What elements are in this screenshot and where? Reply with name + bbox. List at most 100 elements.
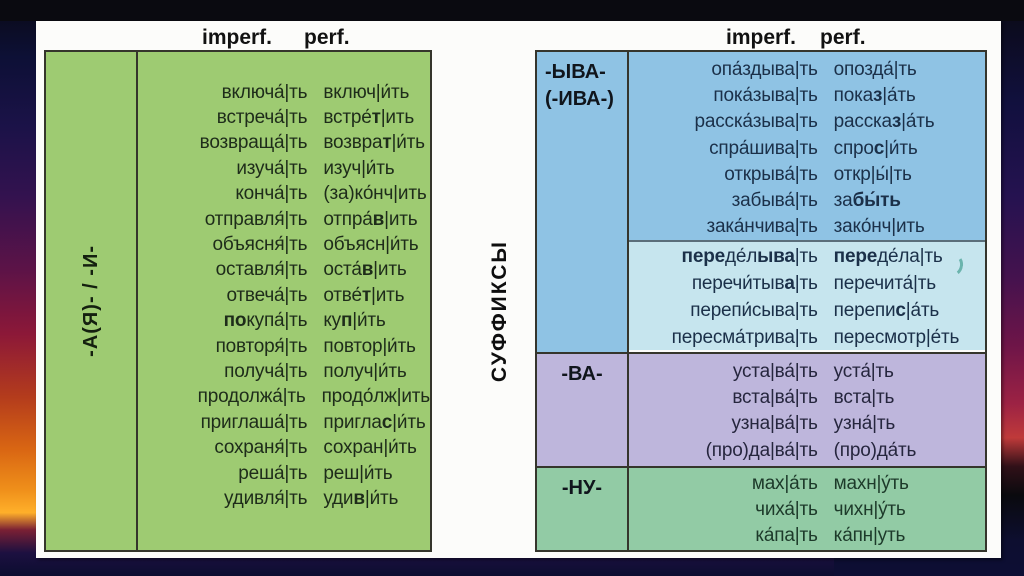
- imperfective-column-header: imperf.: [726, 26, 797, 49]
- verb-group-block: уста|ва́|ть уста́|ть вста|ва́|ть вста|ть узн…: [629, 354, 985, 466]
- perfective-column-header: perf.: [304, 26, 350, 49]
- suffix-label: -ВА-: [537, 354, 629, 466]
- imperfective-form: объясня́|ть: [212, 234, 308, 256]
- verb-pair-row: отвеча́|ть отве́т|ить: [138, 283, 430, 308]
- verb-pair-row: сохраня́|ть сохран|и́ть: [138, 435, 430, 460]
- imperfective-form: спра́шива|ть: [709, 137, 818, 159]
- imperfective-form: переде́лыва|ть: [681, 246, 818, 268]
- imperfective-form: оставля́|ть: [215, 259, 308, 281]
- verb-pair-row: спра́шива|ть спрос|и́ть: [629, 136, 985, 162]
- verb-pair-row: (про)да|ва́|ть (про)да́ть: [629, 438, 985, 464]
- imperfective-form: зака́нчива|ть: [706, 216, 818, 238]
- suffix-label: -ЫВА- (-ИВА-): [537, 52, 629, 352]
- verb-pair-row: отправля́|ть отпра́в|ить: [138, 207, 430, 232]
- verb-pair-row: объясня́|ть объясн|и́ть: [138, 232, 430, 257]
- suffix-label: -НУ-: [537, 468, 629, 550]
- perfective-form: реш|и́ть: [323, 462, 393, 484]
- imperfective-form: пересма́трива|ть: [671, 326, 818, 348]
- perfective-form: пересмотр|е́ть: [833, 326, 960, 348]
- suffix-label-line: -НУ-: [561, 477, 603, 499]
- left-table-headers: imperf. perf.: [202, 26, 350, 50]
- imperfective-form: вста|ва́|ть: [732, 387, 818, 409]
- perfective-form: включ|и́ть: [323, 81, 410, 103]
- imperfective-form: конча́|ть: [235, 183, 308, 205]
- imperfective-form: удивля́|ть: [224, 487, 308, 509]
- verb-pair-list: включа́|ть включ|и́ть встреча́|ть встре́т|и…: [138, 52, 430, 550]
- perfective-form: забы́ть: [833, 190, 901, 212]
- perfective-form: рассказ|а́ть: [833, 111, 935, 133]
- perfective-form: откр|ы́|ть: [833, 163, 912, 185]
- imperfective-form: опа́здыва|ть: [711, 59, 818, 81]
- suffix-label-line: (-ИВА-): [545, 88, 614, 110]
- suffix-label-line: -ВА-: [561, 363, 603, 385]
- suffix-section-va: -ВА-уста|ва́|ть уста́|ть вста|ва́|ть вста|т…: [537, 352, 985, 466]
- suffix-label-cell: -А(Я)- / -И-: [46, 52, 138, 550]
- verb-pair-row: пересма́трива|ть пересмотр|е́ть: [629, 324, 985, 351]
- perfective-form: узна́|ть: [833, 413, 896, 435]
- suffix-label-line: -ЫВА-: [545, 61, 606, 83]
- verb-pair-row: покупа́|ть куп|и́ть: [138, 309, 430, 334]
- perfective-form: встре́т|ить: [323, 107, 415, 129]
- imperfective-form: забыва́|ть: [731, 190, 818, 212]
- verb-pair-row: изуча́|ть изуч|и́ть: [138, 156, 430, 181]
- right-table-headers: imperf. perf.: [726, 26, 866, 50]
- verb-pair-row: мах|а́ть махн|у́ть: [629, 471, 985, 497]
- perfective-form: перепис|а́ть: [833, 299, 940, 321]
- perfective-form: ка́пн|уть: [833, 525, 906, 547]
- imperfective-form: мах|а́ть: [751, 473, 818, 495]
- verb-pair-list: мах|а́ть махн|у́ть чиха́|ть чихн|у́ть ка́па|…: [629, 468, 985, 550]
- verb-pair-row: уста|ва́|ть уста́|ть: [629, 359, 985, 385]
- suffix-section-yva: -ЫВА- (-ИВА-) опа́здыва|ть опозда́|ть пока́з…: [537, 52, 985, 352]
- perfective-form: получ|и́ть: [323, 360, 407, 382]
- imperfective-form: расска́зыва|ть: [694, 111, 818, 133]
- perfective-form: зако́нч|ить: [833, 216, 925, 238]
- verb-pair-row: чиха́|ть чихн|у́ть: [629, 497, 985, 523]
- verb-pair-row: конча́|ть (за)ко́нч|ить: [138, 182, 430, 207]
- perfective-form: сохран|и́ть: [323, 437, 417, 459]
- imperfective-form: покупа́|ть: [223, 310, 308, 332]
- perfective-form: чихн|у́ть: [833, 499, 906, 521]
- imperfective-form: возвраща́|ть: [199, 132, 308, 154]
- suffixes-title-text: СУФФИКСЫ: [488, 240, 511, 383]
- verb-pair-row: получа́|ть получ|и́ть: [138, 359, 430, 384]
- verb-group-block: опа́здыва|ть опозда́|ть пока́зыва|ть показ|…: [629, 52, 985, 240]
- verb-pair-list: уста|ва́|ть уста́|ть вста|ва́|ть вста|ть узн…: [629, 354, 985, 466]
- imperfective-form: встреча́|ть: [216, 107, 308, 129]
- perfective-form: махн|у́ть: [833, 473, 909, 495]
- verb-pair-row: удивля́|ть удив|и́ть: [138, 486, 430, 511]
- perfective-form: спрос|и́ть: [833, 137, 918, 159]
- table-panel: imperf. perf. imperf. perf. -А(Я)- / -И-…: [36, 21, 1001, 558]
- suffix-table-right: -ЫВА- (-ИВА-) опа́здыва|ть опозда́|ть пока́з…: [535, 50, 987, 552]
- verb-pair-row: забыва́|ть забы́ть: [629, 188, 985, 214]
- verb-pair-row: перепи́сыва|ть перепис|а́ть: [629, 298, 985, 325]
- verb-pair-row: приглаша́|ть приглас|и́ть: [138, 410, 430, 435]
- perfective-form: (за)ко́нч|ить: [323, 183, 427, 205]
- imperfective-form: открыва́|ть: [724, 163, 818, 185]
- verb-pair-row: опа́здыва|ть опозда́|ть: [629, 57, 985, 83]
- perfective-form: объясн|и́ть: [323, 234, 419, 256]
- verb-pair-row: пока́зыва|ть показ|а́ть: [629, 83, 985, 109]
- verb-pair-row: включа́|ть включ|и́ть: [138, 80, 430, 105]
- imperfective-form: уста|ва́|ть: [732, 361, 818, 383]
- perfective-form: изуч|и́ть: [323, 157, 395, 179]
- verb-pair-row: расска́зыва|ть рассказ|а́ть: [629, 109, 985, 135]
- imperfective-form: перепи́сыва|ть: [690, 299, 818, 321]
- verb-pair-row: возвраща́|ть возврат|и́ть: [138, 131, 430, 156]
- imperfective-form: отвеча́|ть: [226, 284, 308, 306]
- suffix-table-a-ya-i: -А(Я)- / -И- включа́|ть включ|и́ть встреча…: [44, 50, 432, 552]
- imperfective-form: изуча́|ть: [236, 157, 308, 179]
- perfective-form: перечита́|ть: [833, 273, 936, 295]
- verb-pair-row: реша́|ть реш|и́ть: [138, 461, 430, 486]
- perfective-column-header: perf.: [820, 26, 866, 49]
- verb-pair-row: оставля́|ть оста́в|ить: [138, 258, 430, 283]
- perfective-form: приглас|и́ть: [323, 411, 426, 433]
- verb-group-block: мах|а́ть махн|у́ть чиха́|ть чихн|у́ть ка́па|…: [629, 468, 985, 550]
- imperfective-form: приглаша́|ть: [200, 411, 308, 433]
- perfective-form: куп|и́ть: [323, 310, 386, 332]
- imperfective-form: включа́|ть: [221, 81, 308, 103]
- imperfective-form: (про)да|ва́|ть: [705, 439, 818, 461]
- perfective-form: отпра́в|ить: [323, 208, 418, 230]
- perfective-form: показ|а́ть: [833, 85, 916, 107]
- imperfective-form: чиха́|ть: [755, 499, 818, 521]
